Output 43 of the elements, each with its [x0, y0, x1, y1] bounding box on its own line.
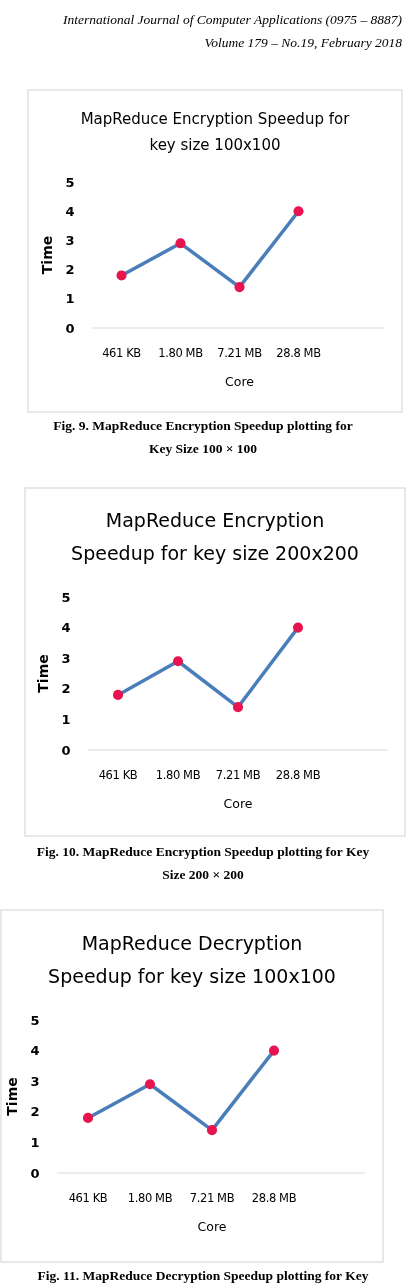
- y-tick-label: 0: [65, 320, 75, 336]
- x-tick-label: 1.80 MB: [158, 346, 204, 360]
- caption: Fig. 11. MapReduce Decryption Speedup plotting for Key: [37, 1268, 369, 1283]
- y-tick-label: 4: [65, 203, 75, 219]
- y-tick-label: 5: [61, 589, 71, 605]
- y-axis-title: Time: [35, 654, 51, 693]
- y-tick-label: 2: [30, 1104, 40, 1120]
- x-tick-label: 1.80 MB: [127, 1191, 173, 1205]
- x-axis-title: Core: [225, 374, 255, 389]
- caption: Fig. 10. MapReduce Encryption Speedup plotting for Key Size 200 × 200: [36, 844, 370, 882]
- y-tick-label: 1: [61, 711, 71, 727]
- x-tick-label: 28.8 MB: [276, 346, 322, 360]
- x-tick-label: 28.8 MB: [275, 768, 321, 782]
- x-axis-title: Core: [223, 796, 253, 811]
- y-tick-label: 4: [30, 1043, 40, 1059]
- y-tick-label: 3: [65, 232, 75, 248]
- chart-title: MapReduce Encryption Speedup for key size 200x200: [71, 509, 359, 565]
- y-tick-label: 2: [61, 681, 71, 697]
- y-tick-label: 1: [30, 1134, 40, 1150]
- y-axis-title: Time: [4, 1077, 20, 1116]
- x-tick-label: 7.21 MB: [217, 346, 263, 360]
- x-tick-label: 461 KB: [102, 346, 142, 360]
- text: International Journal of Computer Applications (0975 – 8887) Volume 179 – No.19, February 2018: [61, 12, 403, 50]
- x-tick-label: 7.21 MB: [215, 768, 261, 782]
- caption: Fig. 9. MapReduce Encryption Speedup plotting for Key Size 100 × 100: [53, 418, 353, 456]
- y-tick-label: 2: [65, 262, 75, 278]
- x-tick-label: 461 KB: [68, 1191, 108, 1205]
- y-tick-label: 5: [65, 174, 75, 190]
- y-tick-label: 1: [65, 291, 75, 307]
- chart-title: MapReduce Encryption Speedup for key size 100x100: [80, 110, 351, 155]
- x-tick-label: 1.80 MB: [155, 768, 201, 782]
- y-tick-label: 4: [61, 620, 71, 636]
- x-tick-label: 7.21 MB: [189, 1191, 235, 1205]
- y-tick-label: 3: [30, 1073, 40, 1089]
- x-axis-title: Core: [197, 1219, 227, 1234]
- y-tick-label: 0: [61, 742, 71, 758]
- x-tick-label: 461 KB: [98, 768, 138, 782]
- y-tick-label: 5: [30, 1012, 40, 1028]
- x-tick-label: 28.8 MB: [251, 1191, 297, 1205]
- y-axis-title: Time: [39, 235, 55, 275]
- chart-title: MapReduce Decryption Speedup for key size 100x100: [48, 932, 336, 988]
- y-tick-label: 0: [30, 1165, 40, 1181]
- y-tick-label: 3: [61, 650, 71, 666]
